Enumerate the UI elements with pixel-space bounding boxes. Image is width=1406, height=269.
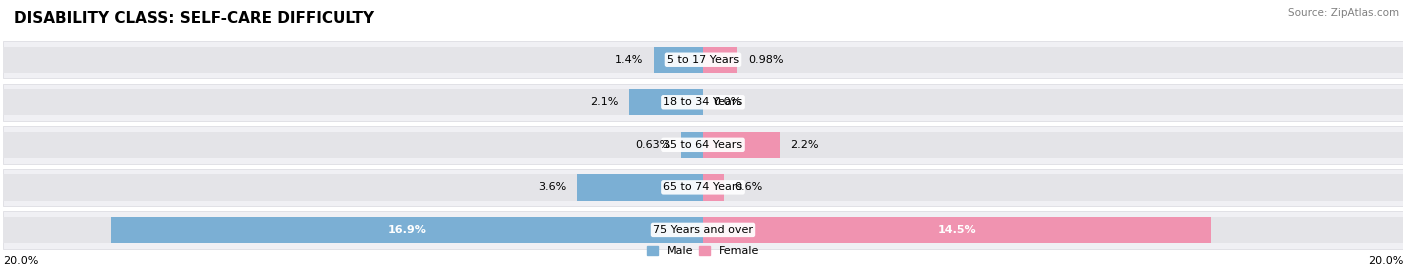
Text: 0.63%: 0.63% <box>636 140 671 150</box>
Bar <box>3 84 1403 121</box>
Text: 3.6%: 3.6% <box>538 182 567 192</box>
Bar <box>3 132 703 158</box>
Bar <box>3 211 1403 249</box>
Bar <box>703 47 1403 73</box>
Text: 2.2%: 2.2% <box>790 140 820 150</box>
Bar <box>3 174 703 201</box>
Text: 0.0%: 0.0% <box>713 97 742 107</box>
Text: 1.4%: 1.4% <box>614 55 644 65</box>
Text: 65 to 74 Years: 65 to 74 Years <box>664 182 742 192</box>
Bar <box>703 174 724 201</box>
Text: Source: ZipAtlas.com: Source: ZipAtlas.com <box>1288 8 1399 18</box>
Bar <box>630 89 703 115</box>
Text: 5 to 17 Years: 5 to 17 Years <box>666 55 740 65</box>
Bar <box>3 126 1403 164</box>
Bar <box>703 89 1403 115</box>
Bar <box>111 217 703 243</box>
Legend: Male, Female: Male, Female <box>643 242 763 261</box>
Bar <box>703 174 1403 201</box>
Bar <box>3 89 703 115</box>
Text: 20.0%: 20.0% <box>3 256 38 266</box>
Bar <box>681 132 703 158</box>
Bar <box>703 132 1403 158</box>
Bar <box>3 47 703 73</box>
Bar <box>3 41 1403 79</box>
Text: 18 to 34 Years: 18 to 34 Years <box>664 97 742 107</box>
Text: 35 to 64 Years: 35 to 64 Years <box>664 140 742 150</box>
Bar <box>3 217 703 243</box>
Bar <box>703 132 780 158</box>
Text: 0.98%: 0.98% <box>748 55 783 65</box>
Text: DISABILITY CLASS: SELF-CARE DIFFICULTY: DISABILITY CLASS: SELF-CARE DIFFICULTY <box>14 11 374 26</box>
Text: 16.9%: 16.9% <box>388 225 426 235</box>
Bar <box>703 217 1403 243</box>
Bar <box>576 174 703 201</box>
Text: 20.0%: 20.0% <box>1368 256 1403 266</box>
Text: 75 Years and over: 75 Years and over <box>652 225 754 235</box>
Bar <box>703 217 1211 243</box>
Bar <box>3 169 1403 206</box>
Text: 2.1%: 2.1% <box>591 97 619 107</box>
Bar <box>654 47 703 73</box>
Bar <box>703 47 737 73</box>
Text: 0.6%: 0.6% <box>734 182 763 192</box>
Text: 14.5%: 14.5% <box>938 225 976 235</box>
